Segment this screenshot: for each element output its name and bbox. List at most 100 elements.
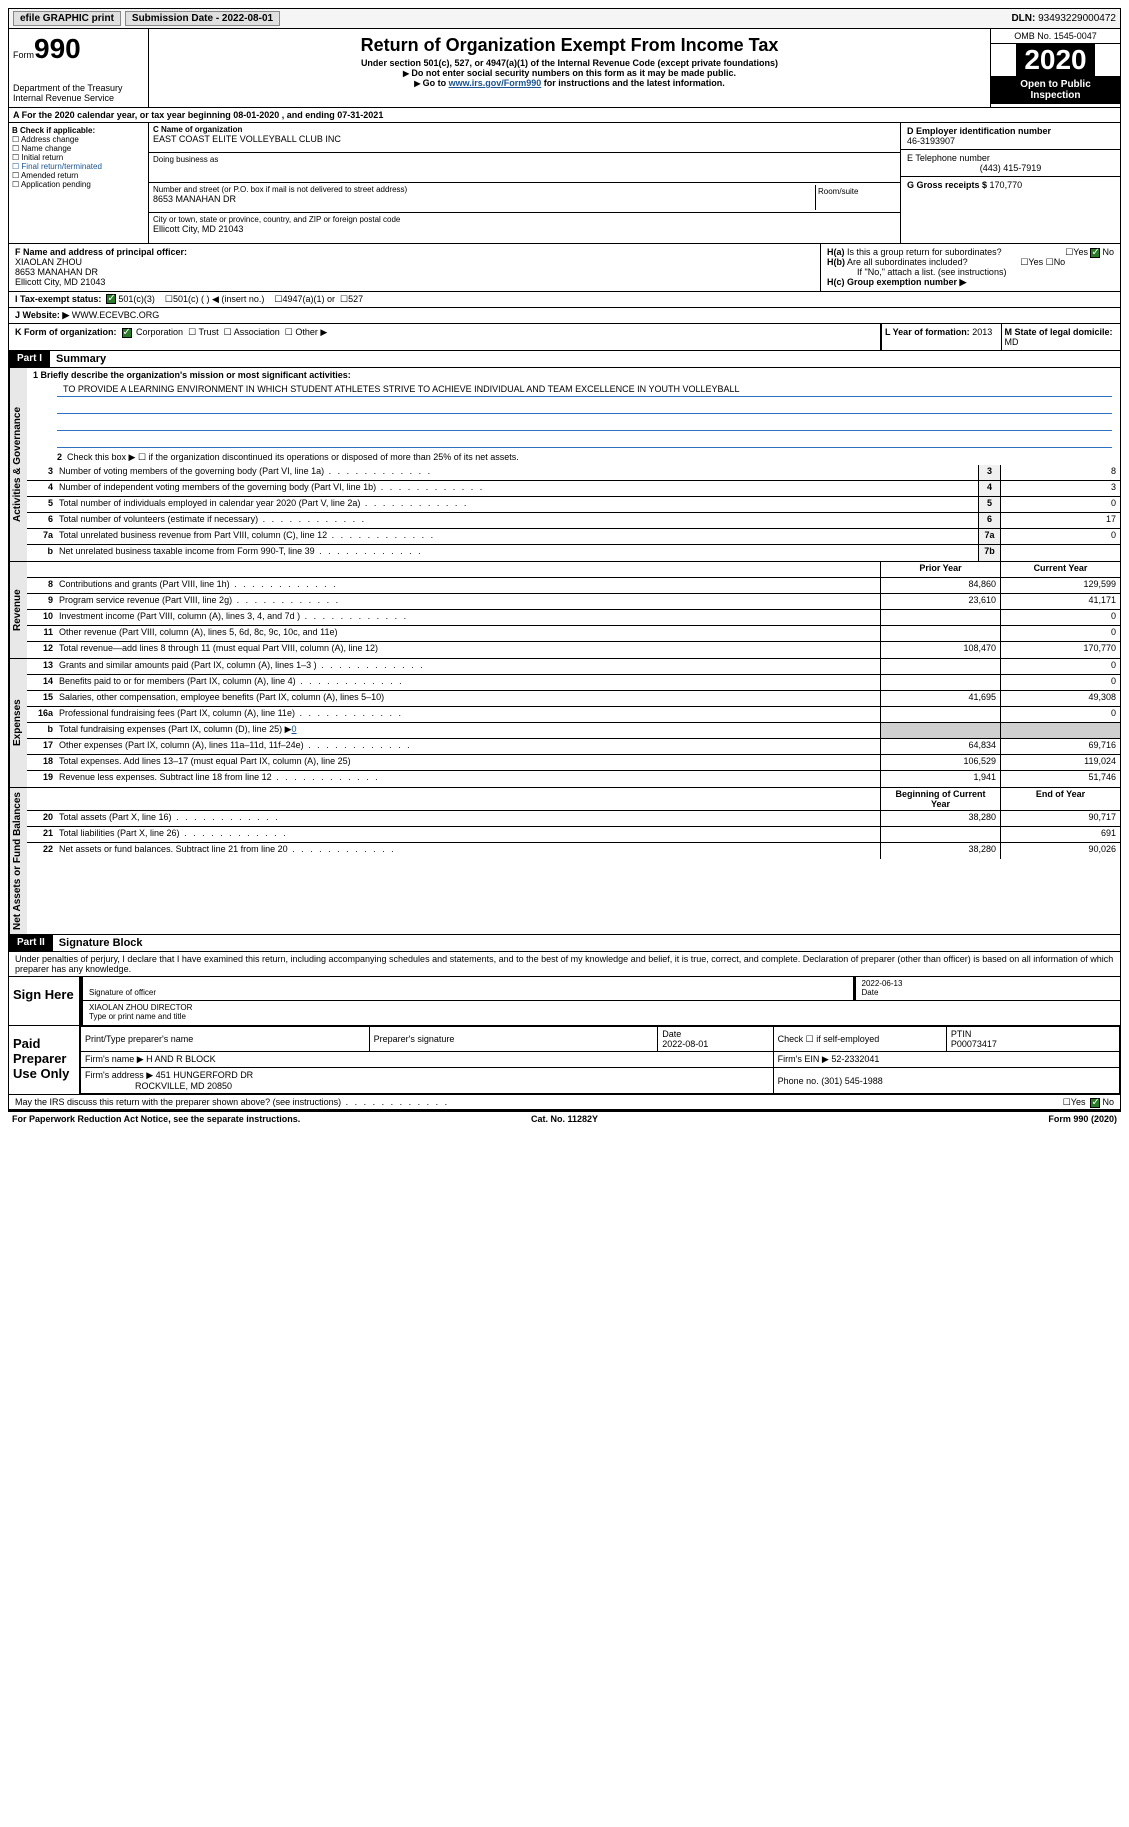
line7a-val: 0 — [1000, 529, 1120, 544]
part1-label: Part I — [9, 351, 50, 367]
hb-yes[interactable]: Yes — [1028, 257, 1043, 267]
website-value: WWW.ECEVBC.ORG — [72, 310, 160, 321]
org-city: Ellicott City, MD 21043 — [153, 224, 896, 234]
line3-desc: Number of voting members of the governin… — [57, 465, 978, 480]
dept-label: Department of the Treasury Internal Reve… — [13, 83, 144, 103]
submission-btn[interactable]: Submission Date - 2022-08-01 — [125, 11, 280, 26]
opt-address-change[interactable]: ☐ Address change — [12, 135, 145, 144]
line16a-curr: 0 — [1000, 707, 1120, 722]
submission-date: 2022-08-01 — [222, 13, 273, 24]
opt-501c[interactable]: 501(c) ( ) ◀ (insert no.) — [173, 294, 264, 305]
officer-name: XIAOLAN ZHOU — [15, 257, 82, 267]
line9-prior: 23,610 — [880, 594, 1000, 609]
opt-corp: Corporation — [136, 327, 183, 337]
phone-value: (443) 415-7919 — [907, 163, 1114, 173]
row-klm: K Form of organization: Corporation ☐ Tr… — [8, 324, 1121, 351]
line14-curr: 0 — [1000, 675, 1120, 690]
line15-curr: 49,308 — [1000, 691, 1120, 706]
line3-val: 8 — [1000, 465, 1120, 480]
line14-desc: Benefits paid to or for members (Part IX… — [57, 675, 880, 690]
box-l: L Year of formation: 2013 — [881, 324, 1001, 350]
gross-value: 170,770 — [990, 180, 1023, 190]
line18-prior: 106,529 — [880, 755, 1000, 770]
line13-curr: 0 — [1000, 659, 1120, 674]
preparer-label: Paid Preparer Use Only — [9, 1026, 79, 1094]
line12-curr: 170,770 — [1000, 642, 1120, 658]
org-name-label: C Name of organization — [153, 125, 896, 134]
efile-btn[interactable]: efile GRAPHIC print — [13, 11, 121, 26]
form-title: Return of Organization Exempt From Incom… — [153, 35, 986, 56]
footer-left: For Paperwork Reduction Act Notice, see … — [12, 1114, 380, 1124]
line19-prior: 1,941 — [880, 771, 1000, 787]
dln-label: DLN: — [1011, 13, 1038, 24]
sign-here-label: Sign Here — [9, 977, 79, 1025]
opt-527[interactable]: 527 — [348, 294, 363, 305]
opt-assoc[interactable]: Association — [234, 327, 280, 337]
firm-city: ROCKVILLE, MD 20850 — [135, 1081, 232, 1091]
cb-501c3[interactable] — [106, 294, 116, 304]
footer-right: Form 990 (2020) — [749, 1114, 1117, 1124]
opt-trust[interactable]: Trust — [198, 327, 218, 337]
opt-initial-return[interactable]: ☐ Initial return — [12, 153, 145, 162]
line21-curr: 691 — [1000, 827, 1120, 842]
org-name: EAST COAST ELITE VOLLEYBALL CLUB INC — [153, 134, 896, 144]
line22-curr: 90,026 — [1000, 843, 1120, 859]
omb-number: OMB No. 1545-0047 — [991, 29, 1120, 44]
submission-label: Submission Date - — [132, 13, 222, 24]
box-b-label: B Check if applicable: — [12, 126, 145, 135]
line16b-link[interactable]: 0 — [292, 724, 297, 734]
prep-print-label: Print/Type preparer's name — [81, 1027, 370, 1052]
part1-body: Activities & Governance 1 Briefly descri… — [8, 368, 1121, 562]
discuss-no: No — [1102, 1097, 1114, 1107]
discuss-no-check[interactable] — [1090, 1098, 1100, 1108]
opt-4947[interactable]: 4947(a)(1) or — [283, 294, 336, 305]
mission-text: TO PROVIDE A LEARNING ENVIRONMENT IN WHI… — [57, 382, 1112, 397]
line18-curr: 119,024 — [1000, 755, 1120, 770]
officer-addr1: 8653 MANAHAN DR — [15, 267, 98, 277]
discuss-yes[interactable]: Yes — [1071, 1097, 1086, 1107]
ha-no-check[interactable] — [1090, 248, 1100, 258]
opt-other[interactable]: Other ▶ — [295, 327, 327, 337]
box-m: M State of legal domicile: MD — [1001, 324, 1121, 350]
end-year-header: End of Year — [1000, 788, 1120, 810]
line16a-desc: Professional fundraising fees (Part IX, … — [57, 707, 880, 722]
line4-val: 3 — [1000, 481, 1120, 496]
governance-label: Activities & Governance — [9, 368, 27, 561]
line6-desc: Total number of volunteers (estimate if … — [57, 513, 978, 528]
line15-prior: 41,695 — [880, 691, 1000, 706]
revenue-label: Revenue — [9, 562, 27, 658]
line20-curr: 90,717 — [1000, 811, 1120, 826]
sig-officer-label: Signature of officer — [89, 988, 156, 997]
entity-info: B Check if applicable: ☐ Address change … — [8, 123, 1121, 244]
line12-prior: 108,470 — [880, 642, 1000, 658]
sign-name-label: Type or print name and title — [89, 1012, 186, 1021]
gross-label: G Gross receipts $ — [907, 180, 990, 190]
hb-no[interactable]: No — [1054, 257, 1066, 267]
ha-yes[interactable]: Yes — [1073, 247, 1088, 257]
page-footer: For Paperwork Reduction Act Notice, see … — [8, 1110, 1121, 1126]
box-f: F Name and address of principal officer:… — [9, 244, 820, 291]
cb-corp[interactable] — [122, 328, 132, 338]
opt-amended[interactable]: ☐ Amended return — [12, 171, 145, 180]
line6-val: 17 — [1000, 513, 1120, 528]
line8-prior: 84,860 — [880, 578, 1000, 593]
open-inspection: Open to Public Inspection — [991, 76, 1120, 104]
ein-label: D Employer identification number — [907, 126, 1114, 136]
box-h: H(a) Is this a group return for subordin… — [820, 244, 1120, 291]
line10-desc: Investment income (Part VIII, column (A)… — [57, 610, 880, 625]
footer-center: Cat. No. 11282Y — [380, 1114, 748, 1124]
opt-final-return[interactable]: ☐ Final return/terminated — [12, 162, 145, 171]
opt-app-pending[interactable]: ☐ Application pending — [12, 180, 145, 189]
irs-link[interactable]: www.irs.gov/Form990 — [449, 78, 542, 88]
line8-curr: 129,599 — [1000, 578, 1120, 593]
opt-name-change[interactable]: ☐ Name change — [12, 144, 145, 153]
line8-desc: Contributions and grants (Part VIII, lin… — [57, 578, 880, 593]
line12-desc: Total revenue—add lines 8 through 11 (mu… — [57, 642, 880, 658]
current-year-header: Current Year — [1000, 562, 1120, 577]
expenses-label: Expenses — [9, 659, 27, 787]
sign-name: XIAOLAN ZHOU DIRECTOR — [89, 1003, 192, 1012]
q2-num: 2 — [57, 452, 62, 462]
netassets-section: Net Assets or Fund Balances Beginning of… — [8, 788, 1121, 935]
discuss-text: May the IRS discuss this return with the… — [15, 1097, 449, 1107]
line18-desc: Total expenses. Add lines 13–17 (must eq… — [57, 755, 880, 770]
